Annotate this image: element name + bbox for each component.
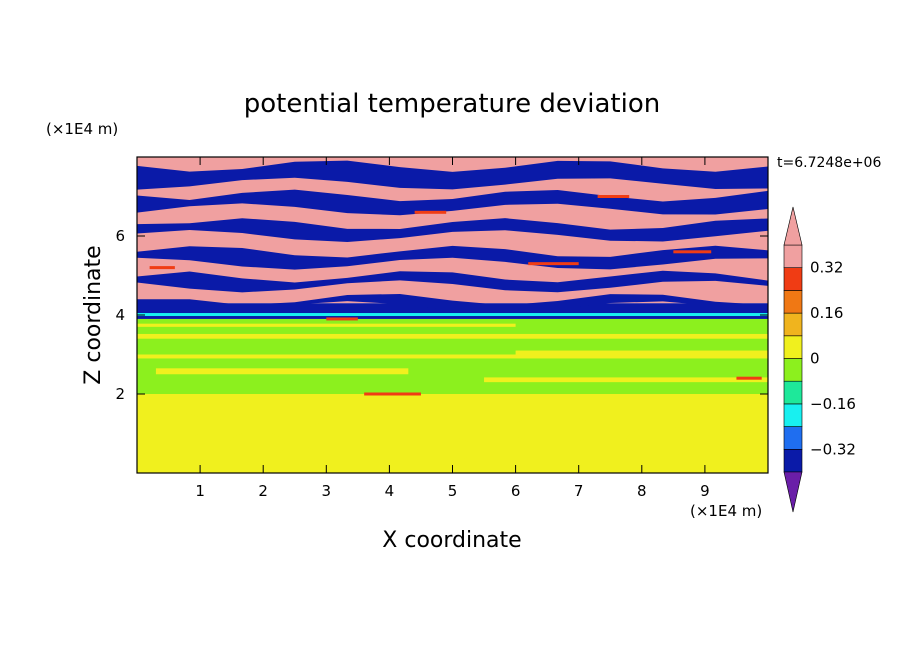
- field-filament: [364, 392, 421, 396]
- field-filament: [414, 210, 447, 214]
- x-tick-label: 2: [258, 482, 268, 500]
- x-tick-label: 4: [385, 482, 395, 500]
- field-filament: [149, 266, 175, 270]
- field-stripe: [137, 218, 768, 242]
- field-blotch: [405, 436, 475, 463]
- colorbar-extend-top: [783, 206, 803, 246]
- field-blotch: [143, 412, 207, 439]
- plot-area: [137, 157, 768, 473]
- x-tick-label: 8: [637, 482, 647, 500]
- colorbar-segment: [783, 403, 803, 427]
- field-streak: [515, 350, 768, 355]
- x-tick-label: 6: [511, 482, 521, 500]
- x-tick-label: 7: [574, 482, 584, 500]
- colorbar-segment: [783, 312, 803, 337]
- x-axis: 1 2 3 4 5 6 7 8 9: [195, 157, 710, 500]
- colorbar-tick-label: −0.32: [810, 440, 856, 458]
- x-tick-label: 9: [700, 482, 710, 500]
- field-stripe: [137, 293, 768, 314]
- field-filament: [326, 317, 358, 321]
- colorbar-segment: [783, 380, 803, 405]
- field-blotch: [283, 403, 319, 416]
- colorbar-segment: [783, 267, 803, 291]
- field-filament: [528, 262, 579, 266]
- y-tick-label: 4: [115, 306, 125, 324]
- field-stripe: [137, 189, 768, 216]
- field-blotch: [725, 403, 761, 432]
- field-streak: [137, 323, 516, 327]
- colorbar-tick-label: 0.16: [810, 304, 843, 322]
- colorbar-tick-label: −0.16: [810, 395, 856, 413]
- field-streak: [137, 333, 768, 339]
- field-streak: [137, 354, 768, 359]
- colorbar-segment: [783, 244, 803, 269]
- field-blotch: [300, 420, 378, 455]
- field-stripe: [137, 270, 768, 293]
- colorbar-extend-bottom: [783, 471, 803, 513]
- x-tick-label: 1: [195, 482, 205, 500]
- colorbar-segment: [783, 290, 803, 314]
- field-streak: [484, 377, 768, 383]
- chart-title: potential temperature deviation: [244, 89, 660, 119]
- colorbar-tick-label: 0: [810, 350, 820, 368]
- y-tick-label: 2: [115, 385, 125, 403]
- x-tick-label: 5: [448, 482, 458, 500]
- colorbar-segment: [783, 426, 803, 450]
- colorbar-segment: [783, 335, 803, 359]
- field-filament: [597, 195, 630, 198]
- x-tick-label: 3: [322, 482, 332, 500]
- y-axis-label: Z coordinate: [81, 245, 106, 384]
- x-unit-label: (×1E4 m): [690, 502, 762, 520]
- y-tick-label: 6: [115, 227, 125, 245]
- field-band-edge: [137, 313, 768, 317]
- colorbar-segment: [783, 358, 803, 382]
- field-stripe: [137, 160, 768, 190]
- field-blotch: [229, 431, 285, 460]
- field-filament: [736, 376, 762, 380]
- field-streak: [155, 368, 409, 375]
- y-axis: 2 4 6: [115, 227, 768, 403]
- colorbar: 0.32 0.16 0 −0.16 −0.32: [783, 206, 856, 513]
- colorbar-tick-label: 0.32: [810, 259, 843, 277]
- x-axis-label: X coordinate: [382, 528, 521, 553]
- field-blotch: [626, 425, 696, 457]
- colorbar-segment: [783, 448, 803, 473]
- time-label: t=6.7248e+06: [777, 155, 881, 171]
- field-filament: [673, 250, 712, 254]
- field-blotch: [511, 415, 596, 444]
- y-unit-label: (×1E4 m): [46, 120, 118, 138]
- field-stripe: [137, 245, 768, 270]
